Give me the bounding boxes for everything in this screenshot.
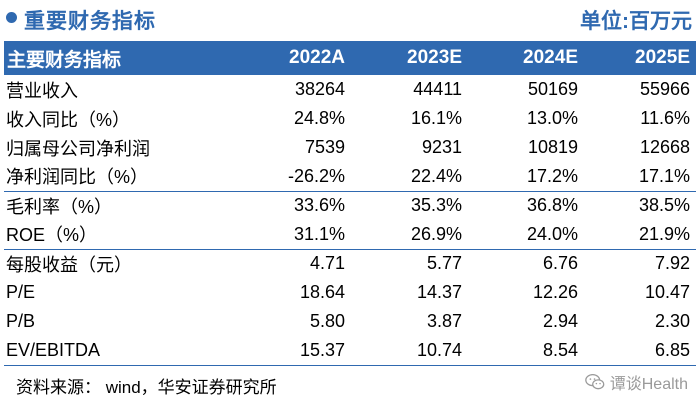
table-cell: 17.2% [468, 162, 584, 192]
table-cell: 55966 [639, 79, 690, 99]
table-cell: 35.3% [410, 195, 462, 216]
table-cell: 22.4% [351, 162, 468, 192]
table-cell: 7539 [304, 137, 345, 157]
table-cell: 10.74 [351, 336, 468, 366]
table-cell: 7.92 [654, 253, 690, 274]
table-row: P/E 18.64 14.37 12.26 10.47 [4, 278, 696, 307]
table-row: 毛利率（%） 33.6% 35.3% 36.8% 38.5% [4, 191, 696, 220]
table-cell: -26.2% [236, 162, 351, 192]
source-note: 资料来源： wind，华安证券研究所 [16, 378, 277, 397]
table-cell: 9231 [421, 137, 462, 157]
table-cell: 2.30 [654, 311, 690, 331]
unit-label: 单位:百万元 [580, 10, 692, 33]
table-cell: 4.71 [309, 253, 345, 274]
financial-table: 主要财务指标 2022A 2023E 2024E 2025E 营业收入 3826… [4, 41, 696, 366]
table-cell: 6.85 [584, 336, 696, 366]
table-row: 收入同比（%） 24.8% 16.1% 13.0% 11.6% [4, 104, 696, 133]
table-cell: 8.54 [468, 336, 584, 366]
table-cell: 38264 [294, 79, 345, 99]
table-cell: 12668 [639, 137, 690, 157]
table-cell: 33.6% [293, 195, 345, 216]
table-row: 净利润同比（%） -26.2% 22.4% 17.2% 17.1% [4, 162, 696, 192]
watermark: 谭谈Health [584, 370, 688, 394]
row-label: 归属母公司净利润 [6, 138, 150, 159]
table-cell: 24.8% [293, 108, 345, 128]
table-cell: 11.6% [640, 108, 690, 128]
table-cell: 5.77 [426, 253, 462, 274]
row-label: 收入同比（%） [6, 109, 131, 130]
column-header: 主要财务指标 [7, 49, 122, 71]
table-row: 归属母公司净利润 7539 9231 10819 12668 [4, 133, 696, 162]
wechat-icon [584, 374, 605, 390]
table-row: P/B 5.80 3.87 2.94 2.30 [4, 307, 696, 336]
table-cell: 17.1% [584, 162, 696, 192]
column-header: 2023E [407, 47, 462, 68]
table-row: 营业收入 38264 44411 50169 55966 [4, 75, 696, 104]
table-cell: 12.26 [532, 282, 578, 302]
table-row: ROE（%） 31.1% 26.9% 24.0% 21.9% [4, 220, 696, 250]
table-cell: 16.1% [410, 108, 462, 128]
table-cell: 18.64 [299, 282, 345, 302]
table-row: 每股收益（元） 4.71 5.77 6.76 7.92 [4, 249, 696, 278]
row-label: 净利润同比（%） [4, 162, 236, 192]
table-cell: 10819 [527, 137, 578, 157]
watermark-text: 谭谈Health [609, 376, 688, 393]
table-cell: 5.80 [309, 311, 345, 331]
row-label: 毛利率（%） [6, 196, 113, 217]
table-cell: 14.37 [416, 282, 462, 302]
table-header-row: 主要财务指标 2022A 2023E 2024E 2025E [4, 41, 696, 75]
table-cell: 13.0% [526, 108, 578, 128]
row-label: 营业收入 [6, 80, 78, 101]
table-cell: 21.9% [584, 220, 696, 250]
page-title: 重要财务指标 [24, 10, 156, 33]
row-label: ROE（%） [4, 220, 236, 250]
table-cell: 3.87 [426, 311, 462, 331]
bullet-icon [6, 12, 17, 23]
table-cell: 31.1% [236, 220, 351, 250]
row-label: P/E [6, 282, 36, 302]
table-cell: 26.9% [351, 220, 468, 250]
column-header: 2022A [289, 47, 345, 68]
row-label: P/B [6, 311, 36, 331]
column-header: 2024E [523, 47, 578, 68]
table-cell: 15.37 [236, 336, 351, 366]
table-cell: 24.0% [468, 220, 584, 250]
table-cell: 38.5% [638, 195, 690, 216]
table-row: EV/EBITDA 15.37 10.74 8.54 6.85 [4, 336, 696, 366]
title-bar: 重要财务指标 单位:百万元 [0, 0, 700, 38]
table-cell: 44411 [413, 79, 462, 99]
row-label: 每股收益（元） [6, 254, 132, 275]
table-cell: 50169 [527, 79, 578, 99]
table-cell: 6.76 [542, 253, 578, 274]
table-cell: 10.47 [644, 282, 690, 302]
table-cell: 2.94 [542, 311, 578, 331]
table-cell: 36.8% [526, 195, 578, 216]
column-header: 2025E [635, 47, 690, 68]
row-label: EV/EBITDA [4, 336, 236, 366]
